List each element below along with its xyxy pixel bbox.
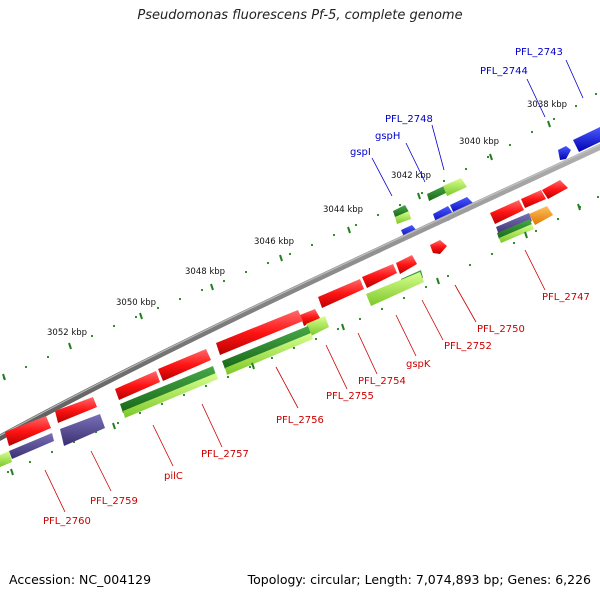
kbp-label-3044: 3044 kbp — [323, 205, 363, 215]
feature-gspi-band[interactable] — [393, 205, 409, 217]
kbp-label-3050: 3050 kbp — [116, 298, 156, 308]
gene-pfl-2759[interactable] — [55, 397, 97, 423]
genome-backbone — [0, 143, 600, 441]
gene-pilc-cds[interactable] — [123, 373, 218, 418]
kbp-label-3038: 3038 kbp — [527, 100, 567, 110]
map-title: Pseudomonas fluorescens Pf-5, complete g… — [137, 8, 463, 23]
gene-pfl-2760-band[interactable] — [9, 433, 54, 459]
kbp-label-3048: 3048 kbp — [185, 267, 225, 277]
scale-ring — [2, 92, 598, 380]
label-pilc[interactable]: pilC — [164, 471, 183, 482]
label-pfl-2750[interactable]: PFL_2750 — [477, 324, 525, 335]
kbp-label-3046: 3046 kbp — [254, 237, 294, 247]
label-gspi[interactable]: gspI — [350, 147, 371, 158]
label-pfl-2759[interactable]: PFL_2759 — [90, 496, 138, 507]
gene-pfl-2747b[interactable] — [521, 190, 546, 208]
label-pfl-2744[interactable]: PFL_2744 — [480, 66, 528, 77]
gene-pfl-2760[interactable] — [5, 416, 51, 446]
gene-row — [0, 180, 568, 467]
label-gsph[interactable]: gspH — [375, 131, 400, 142]
gene-pfl-2750[interactable] — [430, 240, 447, 254]
gene-pfl-2757[interactable] — [158, 349, 211, 381]
kbp-label-3042: 3042 kbp — [391, 171, 431, 181]
kbp-label-3052: 3052 kbp — [47, 328, 87, 338]
gene-pfl-2747-orange[interactable] — [529, 206, 553, 225]
feature-pfl-2748-band[interactable] — [427, 185, 448, 201]
label-pfl-2760[interactable]: PFL_2760 — [43, 516, 91, 527]
label-pfl-2754[interactable]: PFL_2754 — [358, 376, 406, 387]
feature-pfl-2744[interactable] — [558, 146, 571, 160]
kbp-label-3040: 3040 kbp — [459, 137, 499, 147]
label-pfl-2752[interactable]: PFL_2752 — [444, 341, 492, 352]
gene-gspk-cds[interactable] — [366, 272, 424, 306]
gene-pfl-2747-cds2[interactable] — [499, 224, 534, 243]
gene-pilc-band[interactable] — [120, 366, 216, 413]
inner-major-ticks — [10, 203, 581, 476]
label-pfl-2747[interactable]: PFL_2747 — [542, 292, 590, 303]
scale-major-ticks — [2, 120, 551, 381]
label-pfl-2743[interactable]: PFL_2743 — [515, 47, 563, 58]
gene-pfl-2756[interactable] — [216, 310, 303, 355]
inner-leaders — [44, 249, 546, 513]
gene-gspk[interactable] — [362, 264, 397, 288]
topology-text: Topology: circular; Length: 7,074,893 bp… — [247, 572, 591, 587]
accession-text: Accession: NC_004129 — [9, 572, 152, 587]
gene-pfl-2756-band[interactable] — [222, 326, 311, 369]
gene-pfl-2755[interactable] — [300, 309, 320, 326]
gene-pfl-2747c[interactable] — [490, 200, 524, 224]
outer-leaders — [371, 59, 584, 197]
label-pfl-2756[interactable]: PFL_2756 — [276, 415, 324, 426]
gene-pfl-2756-cds2[interactable] — [225, 333, 313, 375]
gene-pilc[interactable] — [115, 371, 160, 400]
label-gspk[interactable]: gspK — [406, 359, 431, 370]
feature-pfl-2748-cds[interactable] — [443, 178, 467, 196]
label-pfl-2757[interactable]: PFL_2757 — [201, 449, 249, 460]
gene-pfl-2756-cds[interactable] — [306, 316, 329, 336]
gene-pfl-2747-band[interactable] — [496, 213, 532, 235]
feature-pfl-2743[interactable] — [573, 127, 600, 152]
gene-pfl-2752[interactable] — [396, 255, 417, 274]
feature-gspi-cds[interactable] — [395, 211, 411, 224]
gene-pfl-2747-cds[interactable] — [497, 219, 532, 239]
gene-pfl-2754[interactable] — [318, 279, 364, 308]
gene-pfl-2759-band[interactable] — [60, 414, 105, 446]
gene-pfl-2747[interactable] — [542, 180, 568, 199]
gene-pfl-2760-cds[interactable] — [0, 451, 12, 467]
label-pfl-2755[interactable]: PFL_2755 — [326, 391, 374, 402]
label-pfl-2748[interactable]: PFL_2748 — [385, 114, 433, 125]
